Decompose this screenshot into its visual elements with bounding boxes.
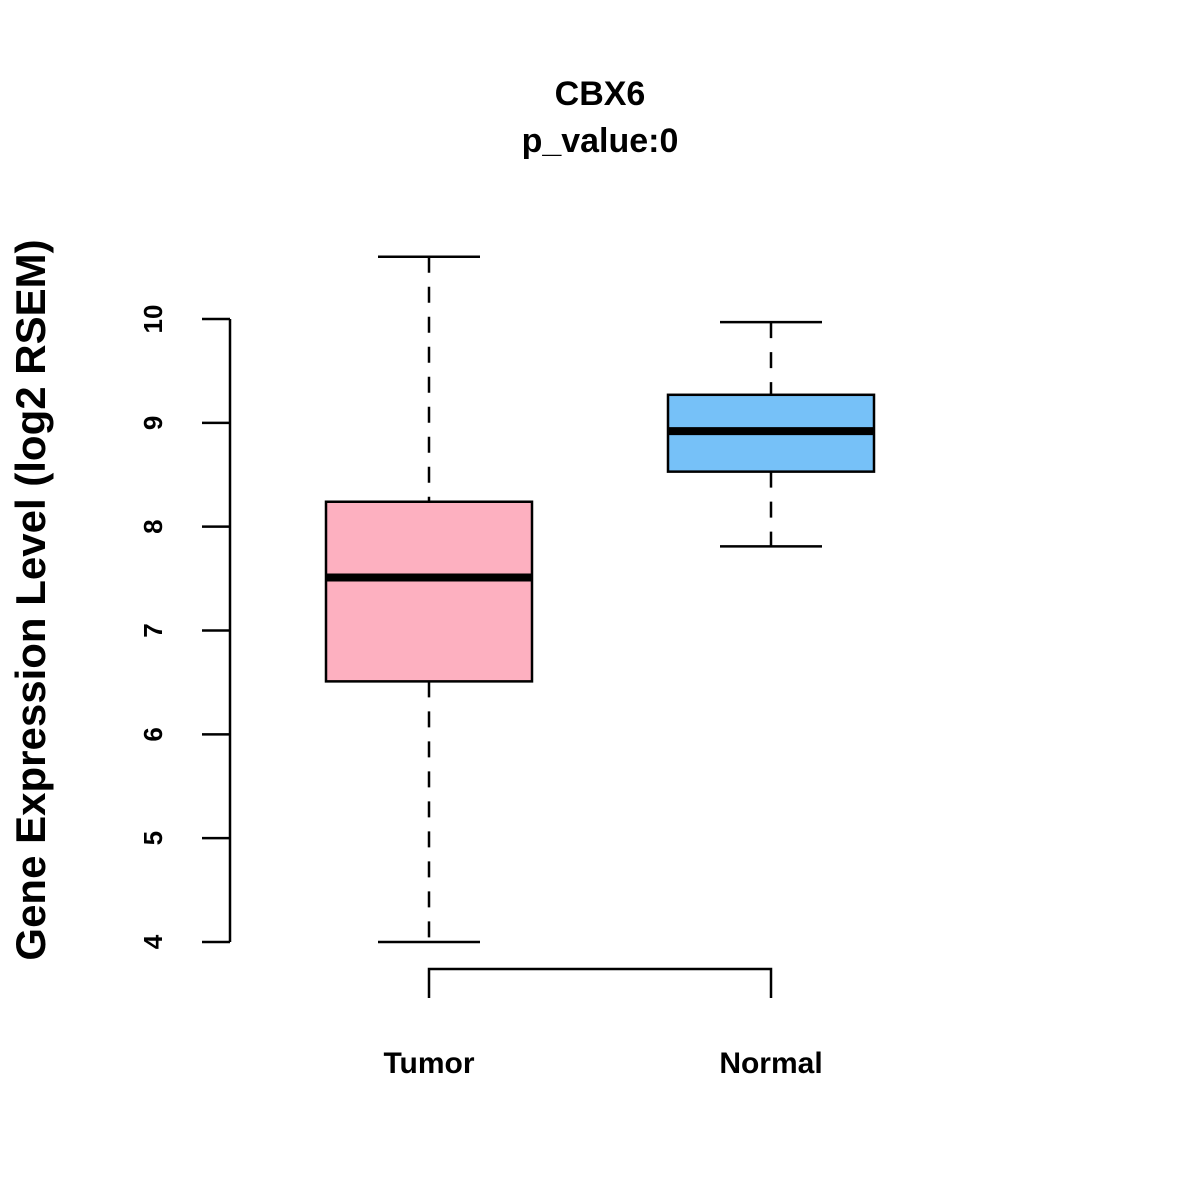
chart-subtitle: p_value:0 (522, 122, 679, 160)
y-axis: 4 5 6 7 8 9 10 (138, 305, 232, 949)
y-tick-label: 7 (138, 623, 168, 637)
y-tick-label: 10 (138, 305, 168, 334)
iqr-box (324, 500, 534, 683)
chart-title: CBX6 (555, 75, 646, 113)
y-tick-label: 5 (138, 831, 168, 845)
x-axis-line (427, 967, 773, 998)
boxes (324, 255, 876, 944)
box-tumor (324, 255, 534, 944)
x-tick-label-tumor: Tumor (383, 1047, 474, 1080)
y-tick-label: 9 (138, 416, 168, 430)
y-tick-label: 6 (138, 727, 168, 741)
y-axis-label: Gene Expression Level (log2 RSEM) (7, 239, 54, 960)
x-axis: Tumor Normal (383, 967, 823, 1080)
x-tick-label-normal: Normal (719, 1047, 822, 1080)
box-normal (666, 320, 876, 548)
y-tick-label: 4 (138, 934, 168, 949)
y-tick-label: 8 (138, 519, 168, 533)
